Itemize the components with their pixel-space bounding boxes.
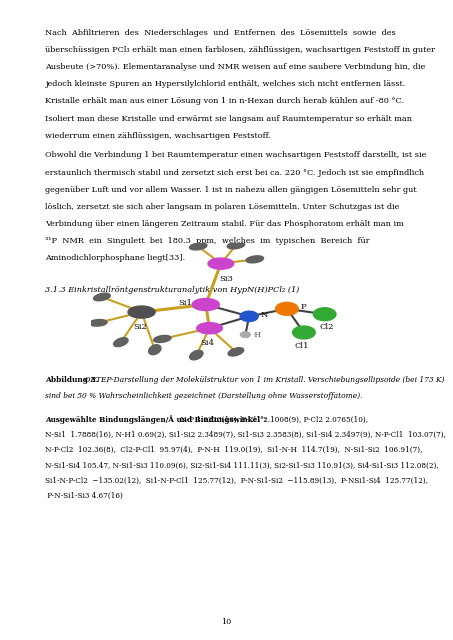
Circle shape [241,332,251,337]
Ellipse shape [192,298,219,310]
Ellipse shape [89,319,107,326]
Text: erstaunlich thermisch stabil und zersetzt sich erst bei ca. 220 °C. Jedoch ist s: erstaunlich thermisch stabil und zersetz… [45,168,424,177]
Text: Aminodichlorphosphane liegt[33].: Aminodichlorphosphane liegt[33]. [45,254,186,262]
Ellipse shape [228,348,244,356]
Text: wiederrum einen zähflüssigen, wachsartigen Feststoff.: wiederrum einen zähflüssigen, wachsartig… [45,132,271,140]
Text: 3.1.3 Einkristallröntgenstrukturanalytik von HypN(H)PCl₂ (1): 3.1.3 Einkristallröntgenstrukturanalytik… [45,285,299,294]
Text: P-N-Si1-Si3 4.67(16): P-N-Si1-Si3 4.67(16) [45,492,123,500]
Text: 10: 10 [222,618,231,626]
Text: Verbindung über einen längeren Zeitraum stabil. Für das Phosphoratom erhält man : Verbindung über einen längeren Zeitraum … [45,220,404,228]
Text: Si4: Si4 [201,339,215,348]
Text: N-P 1.6223(16), P-Cl1 2.1008(9), P-Cl2 2.0765(10),: N-P 1.6223(16), P-Cl1 2.1008(9), P-Cl2 2… [178,415,368,424]
Text: überschüssigen PCl₃ erhält man einen farblosen, zähflüssigen, wachsartigen Fests: überschüssigen PCl₃ erhält man einen far… [45,46,435,54]
Ellipse shape [114,338,128,347]
Ellipse shape [149,345,161,355]
Ellipse shape [154,335,171,342]
Text: Kristalle erhält man aus einer Lösung von 1 in n-Hexan durch herab kühlen auf -8: Kristalle erhält man aus einer Lösung vo… [45,97,405,106]
Text: Abbildung 3.: Abbildung 3. [45,376,99,383]
Text: sind bei 50 % Wahrscheinlichkeit gezeichnet (Darstellung ohne Wasserstoffatome).: sind bei 50 % Wahrscheinlichkeit gezeich… [45,392,363,399]
Text: Si1: Si1 [178,300,193,307]
Text: ³¹P  NMR  ein  Singulett  bei  180.3  ppm,  welches  im  typischen  Bereich  für: ³¹P NMR ein Singulett bei 180.3 ppm, wel… [45,237,370,245]
Text: löslich, zersetzt sie sich aber langsam in polaren Lösemitteln. Unter Schutzgas : löslich, zersetzt sie sich aber langsam … [45,203,400,211]
Text: Obwohl die Verbindung 1 bei Raumtemperatur einen wachsartigen Feststoff darstell: Obwohl die Verbindung 1 bei Raumtemperat… [45,152,427,159]
Text: ·H: ·H [252,331,261,339]
Text: Si3: Si3 [220,275,233,284]
Circle shape [313,308,336,321]
Ellipse shape [94,293,110,301]
Ellipse shape [190,350,203,360]
Text: N-Si1  1.7888(16), N-H1 0.69(2), Si1-Si2 2.3489(7), Si1-Si3 2.3583(8), Si1-Si4 2: N-Si1 1.7888(16), N-H1 0.69(2), Si1-Si2 … [45,431,446,439]
Text: N: N [260,311,268,319]
Text: ORTEP-Darstellung der Molekülstruktur von 1 im Kristall. Verschiebungsellipsoide: ORTEP-Darstellung der Molekülstruktur vo… [82,376,445,383]
Ellipse shape [246,256,264,263]
Ellipse shape [189,243,207,250]
Text: gegenüber Luft und vor allem Wasser. 1 ist in nahezu allen gängigen Lösemitteln : gegenüber Luft und vor allem Wasser. 1 i… [45,186,417,194]
Text: jedoch kleinste Spuren an Hypersilylchlorid enthält, welches sich nicht entferne: jedoch kleinste Spuren an Hypersilylchlo… [45,80,406,88]
Text: Si1-N-P-Cl2  −135.02(12),  Si1-N-P-Cl1  125.77(12),  P-N-Si1-Si2  −115.89(13),  : Si1-N-P-Cl2 −135.02(12), Si1-N-P-Cl1 125… [45,477,428,485]
Text: Nach  Abfiltrieren  des  Niederschlages  und  Entfernen  des  Lösemittels  sowie: Nach Abfiltrieren des Niederschlages und… [45,29,396,37]
Text: N-Si1-Si4 105.47, N-Si1-Si3 110.09(6), Si2-Si1-Si4 111.11(3), Si2-Si1-Si3 110.91: N-Si1-Si4 105.47, N-Si1-Si3 110.09(6), S… [45,461,439,470]
Text: P: P [300,303,306,310]
Circle shape [240,311,258,321]
Text: Cl2: Cl2 [319,323,334,332]
Text: Ausgewählte Bindungslängen/Å und Bindungswinkel°:: Ausgewählte Bindungslängen/Å und Bindung… [45,415,267,424]
Ellipse shape [128,306,155,318]
Ellipse shape [208,258,234,269]
Text: Cl1: Cl1 [295,342,309,349]
Ellipse shape [227,242,245,249]
Text: Si2: Si2 [133,323,147,331]
Text: N-P-Cl2  102.36(8),  Cl2-P-Cl1  95.97(4),  P-N-H  119.0(19),  Si1-N-H  114.7(19): N-P-Cl2 102.36(8), Cl2-P-Cl1 95.97(4), P… [45,446,423,454]
Circle shape [275,302,298,316]
Circle shape [293,326,315,339]
Text: Ausbeute (>70%). Elementaranalyse und NMR weisen auf eine saubere Verbindung hin: Ausbeute (>70%). Elementaranalyse und NM… [45,63,426,71]
Text: Isoliert man diese Kristalle und erwärmt sie langsam auf Raumtemperatur so erhäl: Isoliert man diese Kristalle und erwärmt… [45,115,412,123]
Ellipse shape [197,323,222,334]
